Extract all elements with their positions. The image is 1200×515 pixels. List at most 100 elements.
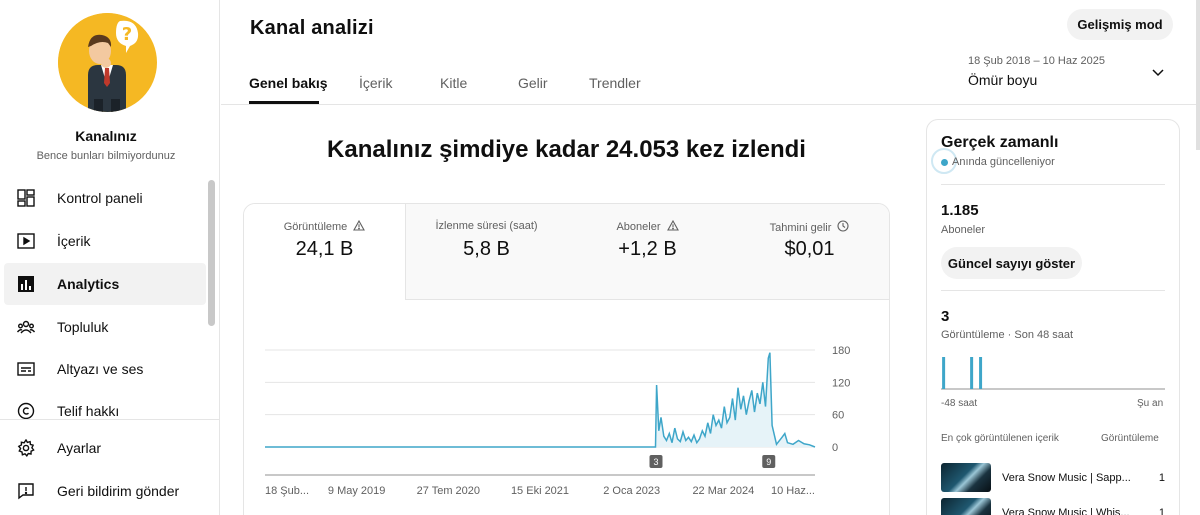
tab-content[interactable]: İçerik: [359, 75, 393, 91]
y-tick-label: 180: [832, 345, 850, 357]
tab-overview[interactable]: Genel bakış: [249, 75, 328, 91]
clock-icon: [837, 220, 849, 235]
channel-subtitle: Bence bunları bilmiyordunuz: [36, 150, 176, 162]
warning-icon: [353, 219, 366, 234]
advanced-mode-button[interactable]: Gelişmiş mod: [1067, 9, 1173, 40]
sidebar-item-settings[interactable]: Ayarlar: [4, 427, 206, 469]
sidebar-item-label: Telif hakkı: [57, 403, 120, 419]
views-headline: Kanalınız şimdiye kadar 24.053 kez izlen…: [327, 136, 806, 163]
realtime-bar[interactable]: [970, 357, 974, 389]
event-marker[interactable]: [762, 455, 776, 468]
sidebar-item-label: Kontrol paneli: [57, 190, 143, 206]
chevron-down-icon[interactable]: [1150, 64, 1166, 80]
realtime-bar[interactable]: [979, 357, 983, 389]
x-tick-label: 10 Haz...: [771, 485, 815, 497]
overview-chart-card: Görüntüleme 24,1 B İzlenme süresi (saat)…: [243, 203, 890, 515]
copyright-icon: [16, 401, 36, 421]
analytics-icon: [16, 274, 36, 294]
realtime-bar-chart[interactable]: [941, 352, 1165, 392]
sidebar-item-community[interactable]: Topluluk: [4, 306, 206, 348]
sidebar-item-label: Altyazı ve ses: [57, 361, 144, 377]
metric-tab-subscribers[interactable]: Aboneler +1,2 B: [567, 204, 729, 300]
event-marker-label: 9: [766, 457, 771, 467]
sidebar-item-subtitles[interactable]: Altyazı ve ses: [4, 348, 206, 390]
realtime-pulse-ring: [931, 148, 957, 174]
sidebar-item-label: Topluluk: [57, 319, 109, 335]
channel-avatar-illustration: ?: [58, 13, 156, 112]
divider: [941, 184, 1165, 185]
community-icon: [16, 317, 36, 337]
y-tick-label: 60: [832, 410, 844, 422]
x-tick-label: 22 Mar 2024: [692, 485, 754, 497]
series-line[interactable]: [265, 352, 816, 448]
realtime-subscriber-label: Aboneler: [941, 224, 986, 236]
realtime-axis-start: -48 saat: [941, 398, 978, 409]
tab-trends[interactable]: Trendler: [589, 75, 641, 91]
video-title[interactable]: Vera Snow Music | Whis...: [1002, 507, 1130, 515]
sidebar-item-label: İçerik: [57, 233, 91, 249]
metric-tab-revenue[interactable]: Tahmini gelir $0,01: [728, 204, 889, 300]
x-tick-label: 18 Şub...: [265, 485, 309, 497]
subtitles-icon: [16, 359, 36, 379]
sidebar-item-copyright[interactable]: Telif hakkı: [4, 390, 206, 432]
top-content-item[interactable]: Vera Snow Music | Whis... 1: [941, 498, 1165, 515]
x-tick-label: 2 Oca 2023: [603, 485, 660, 497]
realtime-view-label: Görüntüleme · Son 48 saat: [941, 329, 1074, 341]
x-tick-label: 15 Eki 2021: [511, 485, 569, 497]
metric-tab-watch-time[interactable]: İzlenme süresi (saat) 5,8 B: [406, 204, 568, 300]
tab-revenue[interactable]: Gelir: [518, 75, 548, 91]
sidebar-item-feedback[interactable]: Geri bildirim gönder: [4, 470, 206, 512]
sidebar: ? Kanalınız Bence bunları bilmiyordunuz …: [0, 0, 220, 515]
sidebar-item-dashboard[interactable]: Kontrol paneli: [4, 177, 206, 219]
event-marker[interactable]: [649, 455, 663, 468]
active-tab-indicator: [249, 101, 319, 104]
sidebar-scrollbar[interactable]: [208, 180, 215, 326]
video-views: 1: [1158, 472, 1165, 484]
views-line-chart[interactable]: 0 60 120 180 3 9 18 Şub... 9 May 2019 27 Tem 202…: [244, 314, 890, 514]
metric-value: 24,1 B: [295, 238, 354, 260]
content-icon: [16, 231, 36, 251]
video-thumbnail[interactable]: [941, 498, 991, 515]
metric-value: 5,8 B: [463, 238, 510, 260]
tab-audience[interactable]: Kitle: [440, 75, 468, 91]
x-tick-label: 9 May 2019: [328, 485, 385, 497]
avatar[interactable]: ?: [58, 13, 157, 112]
series-area: [265, 352, 815, 447]
date-period-text[interactable]: Ömür boyu: [968, 72, 1038, 88]
feedback-icon: [16, 481, 36, 501]
metric-label: Görüntüleme: [283, 221, 348, 233]
warning-icon: [666, 219, 679, 234]
sidebar-item-content[interactable]: İçerik: [4, 220, 206, 262]
y-tick-label: 0: [832, 442, 838, 454]
metric-value: +1,2 B: [618, 238, 677, 260]
metric-label: İzlenme süresi (saat): [435, 220, 538, 232]
dashboard-icon: [16, 188, 36, 208]
video-title[interactable]: Vera Snow Music | Sapp...: [1002, 472, 1131, 484]
realtime-axis-end: Şu an: [1137, 398, 1164, 409]
sidebar-item-label: Geri bildirim gönder: [57, 483, 180, 499]
sidebar-item-label: Ayarlar: [57, 440, 102, 456]
live-dot-icon: [941, 158, 948, 166]
sidebar-item-analytics[interactable]: Analytics: [4, 263, 206, 305]
show-current-count-button[interactable]: Güncel sayıyı göster: [941, 247, 1082, 279]
metric-label: Aboneler: [616, 221, 661, 233]
date-range-text[interactable]: 18 Şub 2018 – 10 Haz 2025: [968, 55, 1106, 67]
sidebar-divider: [0, 419, 220, 420]
metric-label: Tahmini gelir: [769, 221, 832, 234]
page-scrollbar[interactable]: [1196, 0, 1200, 150]
live-label: Anında güncelleniyor: [952, 156, 1055, 168]
video-thumbnail[interactable]: [941, 463, 991, 492]
metric-tab-views[interactable]: Görüntüleme 24,1 B: [244, 204, 406, 300]
realtime-title: Gerçek zamanlı: [941, 134, 1059, 151]
divider: [941, 290, 1165, 291]
metric-value: $0,01: [784, 238, 835, 260]
header-divider: [221, 104, 1200, 105]
channel-name: Kanalınız: [75, 128, 137, 144]
top-content-item[interactable]: Vera Snow Music | Sapp... 1: [941, 463, 1165, 493]
realtime-bar[interactable]: [942, 357, 946, 389]
y-tick-label: 120: [832, 377, 850, 389]
x-tick-label: 27 Tem 2020: [417, 485, 480, 497]
event-marker-label: 3: [653, 457, 658, 467]
realtime-subscriber-count: 1.185: [941, 202, 979, 219]
video-views: 1: [1158, 507, 1165, 515]
